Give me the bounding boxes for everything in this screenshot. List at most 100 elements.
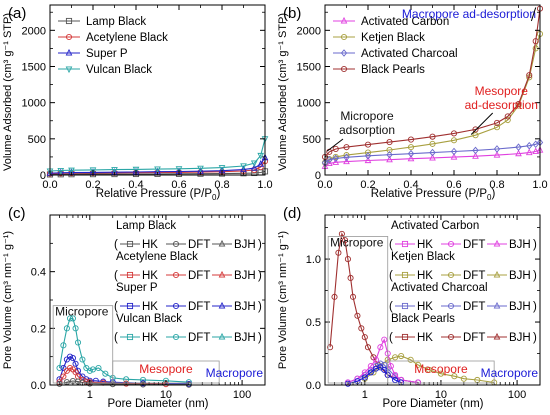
legend-marker-c [126,302,134,310]
legend-label-a: Super P [86,48,128,60]
annotation-macropore-d: Macropore [481,366,539,380]
legend-label-b: Activated Carbon [361,16,449,28]
legend-method-label-d: DFT [463,301,485,313]
plot-frame-a [49,4,266,176]
legend-paren-close-c: ) [258,301,262,313]
data-point-c-vulcan-black [89,366,97,373]
data-point-b-activated-charcoal [332,154,339,163]
data-point-b-black-pearls [532,38,539,45]
panel-label-b: (b) [283,5,301,22]
x-tick-label-a: 0.8 [214,179,229,191]
series-line-d-activated-carbon [347,338,419,384]
data-point-b-ketjen-black [407,144,415,151]
legend-label-a: Acetylene Black [86,32,168,44]
annotations-c: Micropore Mesopore Macropore [52,305,263,384]
data-point-c-acetylene-black [123,380,130,387]
panel-b: (b) 0.0 0.2 0.4 0.6 0.8 1.0 0 500 1000 1500 2000 A… [277,4,548,202]
legend-paren-open-d: ( [389,270,393,282]
y-tick-label-a: 0 [40,170,46,182]
legend-method-label-d: BJH [509,270,531,282]
y-axis-label-a: Volume Adsorbed (cm³ g⁻¹ STP) [2,13,14,171]
legend-method-label-d: HK [417,301,433,313]
data-point-d-activated-carbon [372,365,379,372]
data-point-d-black-pearls [331,293,338,300]
data-point-b-activated-charcoal [515,143,522,151]
y-tick-label-b: 0 [315,170,321,182]
data-point-d-black-pearls [341,237,349,244]
legend-marker-c [126,333,134,341]
legend-marker-d [401,240,409,248]
x-tick-label-a: 1.0 [257,179,272,191]
axes-layer-a: 0.0 0.2 0.4 0.6 0.8 1.0 0 500 1000 1500 2000 [22,4,273,191]
data-point-b-activated-charcoal [526,141,533,150]
x-axis-label-b: Relative Pressure (P/P0) [371,188,496,202]
legend-marker-c [218,301,226,309]
data-point-c-vulcan-black [60,342,67,349]
data-point-d-activated-carbon [344,380,351,387]
legend-paren-open-c: ( [114,239,118,251]
data-point-b-activated-charcoal [493,145,501,153]
x-tick-label-a: 0.6 [171,179,186,191]
data-point-b-activated-carbon [332,158,340,165]
legend-group-label-d: Ketjen Black [391,251,455,263]
data-point-b-activated-charcoal [450,147,458,156]
legend-method-label-c: BJH [234,332,256,344]
data-point-b-ketjen-black [493,124,501,131]
legend-marker-b [340,65,348,73]
data-point-d-ketjen-black [426,366,433,373]
data-point-c-super-p [79,373,86,380]
x-tick-label-a: 0.4 [128,179,143,191]
y-axis-label-c: Pore Volume (cm³ nm⁻¹ g⁻¹) [2,231,14,369]
data-point-d-black-pearls [347,274,354,282]
data-point-d-activated-carbon [367,369,374,376]
data-point-b-activated-charcoal [407,149,415,158]
legend-marker-a [65,66,73,74]
data-point-b-ketjen-black [386,146,393,154]
data-point-b-activated-carbon [343,157,350,165]
legend-marker-c [172,240,180,248]
panel-label-d: (d) [283,205,301,222]
data-point-b-activated-charcoal [343,153,350,162]
mesopore-region-box-c [112,360,220,384]
data-point-b-activated-charcoal [472,146,479,155]
data-point-b-ketjen-black [364,149,372,156]
legend-marker-d [401,302,409,310]
legend-marker-d [493,332,501,340]
series-line-b-activated-charcoal [324,141,541,164]
data-point-c-vulcan-black [79,356,86,363]
data-point-c-lamp-black [139,381,147,388]
legend-paren-close-d: ) [533,301,537,313]
data-point-c-super-p [69,355,76,362]
x-tick-label-b: 0.2 [360,179,375,191]
data-point-b-activated-carbon [364,156,372,164]
mesopore-region-box-d [387,360,495,384]
data-point-d-activated-charcoal [377,360,384,367]
data-point-c-lamp-black [56,380,63,387]
data-point-b-black-pearls [429,133,436,140]
data-point-b-ketjen-black [472,132,479,139]
data-point-a-super-p [240,165,247,173]
legend-marker-b [340,16,348,24]
data-point-a-vulcan-black [218,165,226,172]
legend-label-b: Activated Charcoal [361,48,458,60]
x-tick-label-d: 10 [435,389,447,401]
plot-frame-d [324,214,541,386]
legend-method-label-c: DFT [188,301,210,313]
micropore-region-box-d [327,236,389,384]
data-point-a-vulcan-black [132,166,140,174]
data-point-a-vulcan-black [175,166,183,173]
x-tick-label-a: 0.0 [42,179,57,191]
x-tick-label-d: 1 [362,389,368,401]
data-point-d-black-pearls [361,334,368,341]
annotation-macropore: Macropore ad-desorption [402,7,536,21]
data-point-b-black-pearls [504,113,511,120]
data-point-d-ketjen-black [437,370,444,377]
data-point-b-activated-carbon [532,147,540,155]
data-point-c-acetylene-black [66,364,74,372]
micropore-region-box-c [52,305,114,384]
data-point-d-activated-carbon [381,366,388,373]
data-point-b-ketjen-black [429,140,436,147]
data-point-b-ketjen-black [450,137,458,144]
panel-c: (c) 1 10 100 0.0 0.2 0.4 Lamp Black (HK DFT BJH)… [2,205,266,410]
